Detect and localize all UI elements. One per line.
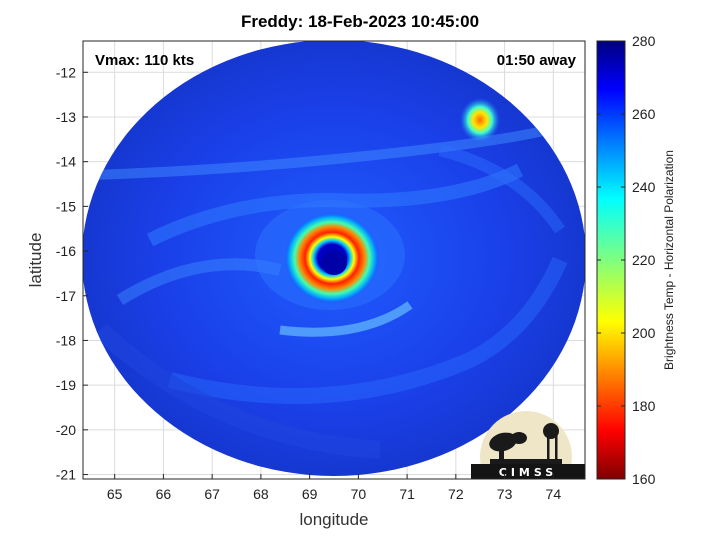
x-axis-label: longitude (299, 510, 369, 529)
colorbar-tick-label: 180 (632, 398, 656, 414)
x-tick-label: 67 (204, 486, 220, 502)
y-axis-label: latitude (26, 232, 45, 288)
y-tick-label: -21 (56, 467, 76, 483)
axes-frame (82, 40, 586, 480)
x-tick-label: 74 (546, 486, 562, 502)
cimss-logo: CIMSS (471, 411, 585, 479)
brightness-temperature-swath (83, 41, 585, 476)
x-tick-label: 66 (156, 486, 172, 502)
y-tick-label: -13 (56, 109, 76, 125)
y-tick-label: -17 (56, 288, 76, 304)
colorbar-tick-label: 260 (632, 106, 656, 122)
colorbar-ticks: 280 260 240 220 200 180 160 (597, 33, 656, 487)
y-tick-label: -14 (56, 154, 76, 170)
y-tick-label: -16 (56, 243, 76, 259)
y-tick-label: -20 (56, 422, 76, 438)
y-tick-label: -15 (56, 198, 76, 214)
colorbar-tick-label: 220 (632, 252, 656, 268)
x-tick-label: 71 (399, 486, 415, 502)
x-tick-label: 69 (302, 486, 318, 502)
x-tick-label: 73 (497, 486, 513, 502)
colorbar-tick-label: 200 (632, 325, 656, 341)
colorbar-tick-label: 240 (632, 179, 656, 195)
logo-text: CIMSS (499, 466, 557, 479)
colorbar-tick-label: 160 (632, 471, 656, 487)
x-tick-label: 72 (448, 486, 464, 502)
colorbar-tick-label: 280 (632, 33, 656, 49)
x-tick-label: 65 (107, 486, 123, 502)
plot-title: Freddy: 18-Feb-2023 10:45:00 (240, 12, 480, 31)
vmax-annotation: Vmax: 110 kts (95, 52, 195, 69)
y-axis-ticks: -12 -13 -14 -15 -16 -17 -18 -19 -20 -21 (56, 64, 88, 483)
y-tick-label: -12 (56, 64, 76, 80)
x-tick-label: 68 (253, 486, 269, 502)
colorbar (596, 40, 626, 480)
x-axis-ticks: 65 66 67 68 69 70 71 72 73 74 (107, 474, 561, 502)
y-tick-label: -19 (56, 377, 76, 393)
y-tick-label: -18 (56, 332, 76, 348)
time-offset-annotation: 01:50 away (496, 52, 576, 69)
x-tick-label: 70 (351, 486, 367, 502)
colorbar-label: Brightness Temp - Horizontal Polarizatio… (662, 150, 676, 370)
